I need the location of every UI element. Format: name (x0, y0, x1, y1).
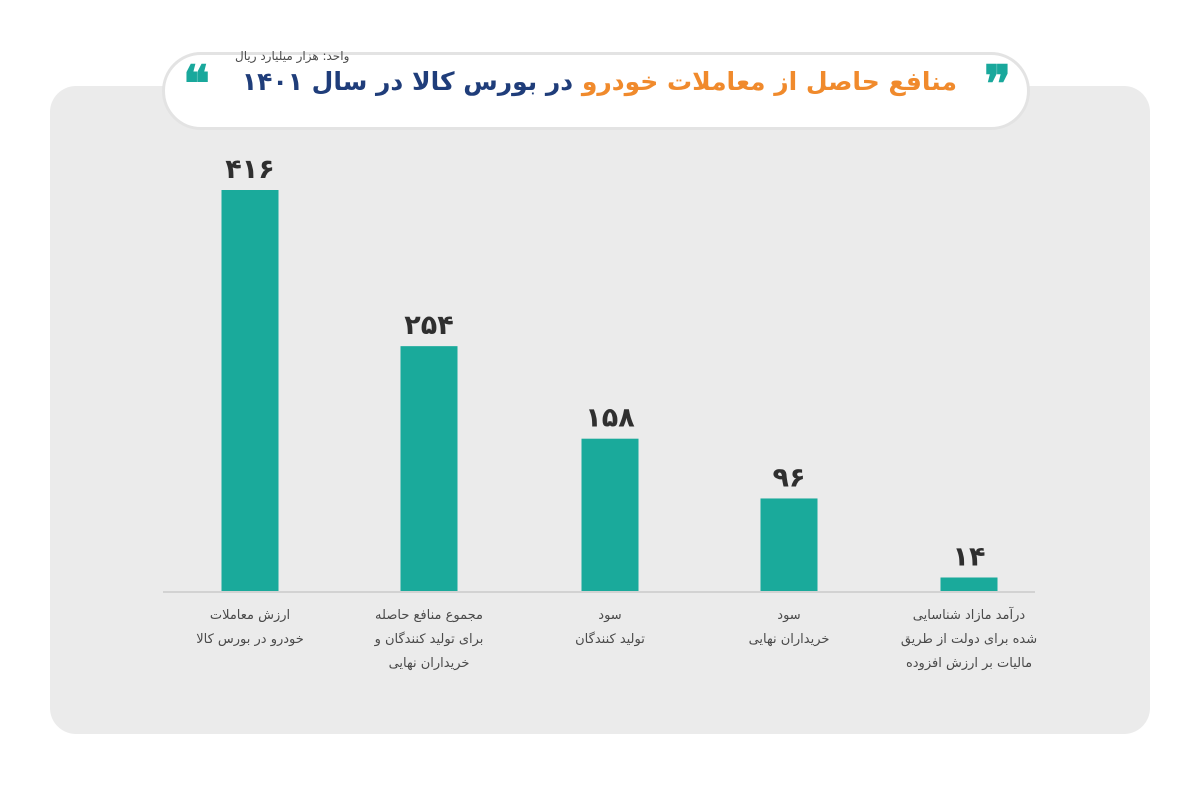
bar-2 (400, 346, 458, 591)
value-label-1: ۴۱۶ (225, 154, 274, 185)
chart-subtitle: واحد: هزار میلیارد ریال (235, 49, 350, 63)
category-label-2: مجموع منافع حاصله برای تولید کنندگان و خ… (374, 608, 484, 671)
chart-title-part2: در بورس کالا در سال ۱۴۰۱ (241, 67, 574, 96)
title-box: ❞ منافع حاصل از معاملات خودرو در بورس کا… (162, 52, 1030, 130)
chart-title: منافع حاصل از معاملات خودرو در بورس کالا… (242, 67, 957, 97)
value-label-2: ۲۵۴ (404, 310, 453, 341)
category-label-5: درآمد مازاد شناسایی شده برای دولت از طری… (900, 608, 1038, 671)
chart-title-part1: منافع حاصل از معاملات خودرو (581, 67, 957, 96)
value-label-3: ۱۵۸ (585, 403, 635, 434)
bar-5 (940, 577, 998, 591)
bar-4 (760, 498, 818, 591)
bar-1 (221, 190, 279, 591)
bar-3 (581, 438, 639, 591)
value-label-4: ۹۶ (773, 462, 806, 493)
value-label-5: ۱۴ (953, 542, 986, 573)
category-label-4: سود خریداران نهایی (748, 608, 830, 647)
quote-close-icon: ❞ (984, 54, 1011, 113)
category-label-3: سود تولید کنندگان (575, 608, 645, 647)
quote-open-icon: ❝ (183, 54, 210, 113)
category-label-1: ارزش معاملات خودرو در بورس کالا (196, 608, 304, 647)
